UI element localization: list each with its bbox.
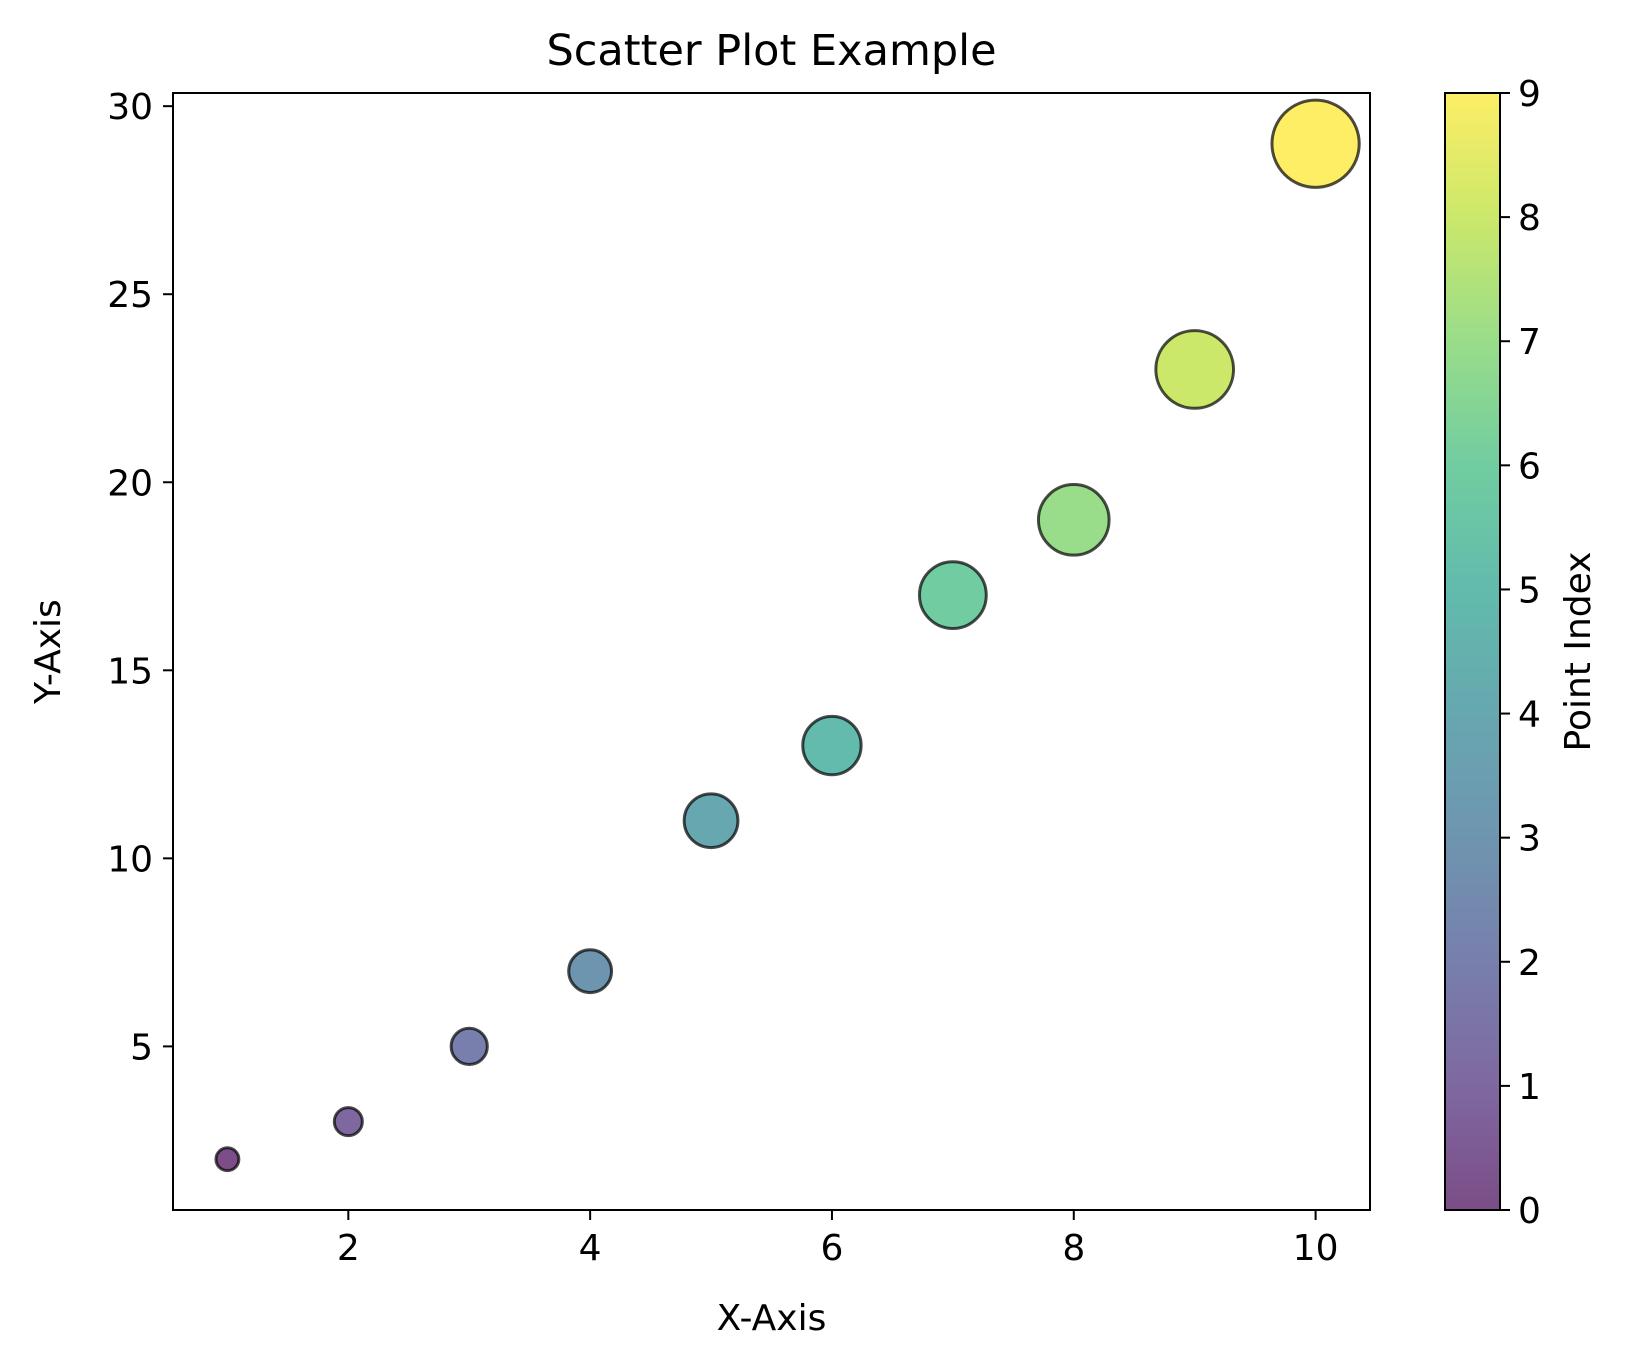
colorbar-tick-label: 3 — [1518, 819, 1541, 860]
y-tick-label: 25 — [107, 275, 153, 316]
x-tick-label: 2 — [337, 1228, 360, 1269]
colorbar-label: Point Index — [1558, 552, 1599, 752]
y-axis-label: Y-Axis — [28, 599, 69, 705]
chart-title: Scatter Plot Example — [546, 26, 996, 76]
data-point — [332, 1106, 364, 1138]
colorbar-tick-label: 7 — [1518, 322, 1541, 363]
x-tick-label: 6 — [821, 1228, 844, 1269]
colorbar-tick-label: 2 — [1518, 943, 1541, 984]
y-tick-label: 5 — [130, 1027, 153, 1068]
y-tick-label: 30 — [107, 87, 153, 128]
colorbar-tick-label: 9 — [1518, 74, 1541, 115]
x-tick-label: 10 — [1293, 1228, 1339, 1269]
data-point — [801, 714, 863, 777]
data-point — [682, 792, 740, 850]
x-tick-label: 4 — [579, 1228, 602, 1269]
data-point — [917, 560, 988, 630]
plot-area-frame — [172, 92, 1371, 1211]
x-axis-label: X-Axis — [717, 1298, 827, 1339]
data-point — [1154, 329, 1236, 410]
colorbar — [1445, 93, 1500, 1210]
colorbar-tick-label: 8 — [1518, 198, 1541, 239]
data-point — [567, 948, 614, 995]
data-point — [214, 1146, 241, 1173]
y-tick-label: 15 — [107, 651, 153, 692]
colorbar-frame — [1444, 92, 1501, 1211]
data-point — [449, 1026, 489, 1067]
colorbar-tick-label: 6 — [1518, 446, 1541, 487]
x-tick-label: 8 — [1062, 1228, 1085, 1269]
colorbar-tick-label: 1 — [1518, 1067, 1541, 1108]
y-tick-label: 10 — [107, 839, 153, 880]
colorbar-tick-label: 0 — [1518, 1191, 1541, 1232]
colorbar-tick-label: 5 — [1518, 570, 1541, 611]
data-point — [1036, 483, 1111, 557]
colorbar-tick-label: 4 — [1518, 695, 1541, 736]
data-point — [1270, 98, 1361, 189]
y-tick-label: 20 — [107, 463, 153, 504]
